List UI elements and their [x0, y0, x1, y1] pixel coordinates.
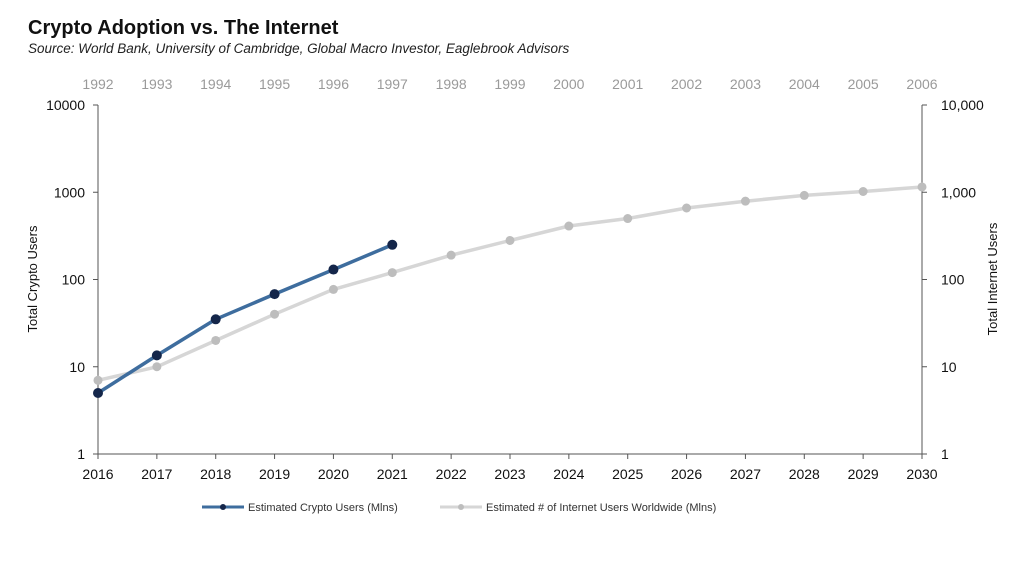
x-top-tick-label-2002: 2002	[671, 76, 702, 92]
x-bottom-tick-label-2030: 2030	[906, 466, 937, 482]
data-point-estimated-of-internet-users-worldwide-mlns-2004	[799, 190, 809, 200]
data-point-estimated-of-internet-users-worldwide-mlns-1995	[270, 309, 280, 319]
legend-label-crypto: Estimated Crypto Users (Mlns)	[248, 502, 398, 514]
left-y-axis-title: Total Crypto Users	[25, 225, 40, 332]
data-point-estimated-of-internet-users-worldwide-mlns-1999	[505, 235, 515, 245]
data-point-estimated-of-internet-users-worldwide-mlns-2001	[623, 214, 633, 224]
y-left-tick-label-100: 100	[62, 272, 86, 288]
x-bottom-tick-label-2024: 2024	[553, 466, 584, 482]
y-right-tick-label-100: 100	[941, 272, 965, 288]
x-top-tick-label-2000: 2000	[553, 76, 584, 92]
data-point-estimated-of-internet-users-worldwide-mlns-2003	[740, 196, 750, 206]
x-top-tick-label-2003: 2003	[730, 76, 761, 92]
x-bottom-tick-label-2021: 2021	[377, 466, 408, 482]
x-bottom-tick-label-2019: 2019	[259, 466, 290, 482]
data-point-estimated-crypto-users-mlns-2018	[210, 314, 221, 325]
x-top-tick-label-1994: 1994	[200, 76, 231, 92]
x-top-tick-label-1998: 1998	[436, 76, 467, 92]
x-bottom-tick-label-2025: 2025	[612, 466, 643, 482]
x-bottom-tick-label-2020: 2020	[318, 466, 349, 482]
x-top-tick-label-2001: 2001	[612, 76, 643, 92]
y-right-tick-label-10000: 10,000	[941, 97, 984, 113]
data-point-estimated-of-internet-users-worldwide-mlns-2000	[564, 221, 574, 231]
data-point-estimated-crypto-users-mlns-2020	[328, 264, 339, 275]
series-line-estimated-of-internet-users-worldwide-mlns	[96, 185, 924, 383]
x-top-tick-label-1992: 1992	[82, 76, 113, 92]
y-left-tick-label-1: 1	[77, 446, 85, 462]
series-lines	[93, 182, 927, 399]
legend-item-internet: Estimated # of Internet Users Worldwide …	[440, 502, 716, 514]
data-point-estimated-crypto-users-mlns-2016	[93, 388, 103, 399]
series-estimated-crypto-users-mlns	[93, 239, 398, 399]
data-point-estimated-of-internet-users-worldwide-mlns-2005	[858, 186, 868, 196]
legend: Estimated Crypto Users (Mlns) Estimated …	[202, 502, 716, 514]
axis-ticks: 2016 2017 2018 2019 2020 2021 2022 2023 2024 2025…	[46, 76, 984, 482]
data-point-estimated-of-internet-users-worldwide-mlns-1994	[211, 335, 221, 345]
x-top-tick-label-2005: 2005	[848, 76, 879, 92]
y-right-tick-label-1000: 1,000	[941, 184, 976, 200]
data-point-estimated-crypto-users-mlns-2021	[387, 239, 398, 250]
chart-subtitle: Source: World Bank, University of Cambri…	[28, 41, 570, 56]
x-bottom-tick-label-2018: 2018	[200, 466, 231, 482]
series-estimated-of-internet-users-worldwide-mlns	[93, 182, 927, 385]
x-bottom-tick-label-2022: 2022	[436, 466, 467, 482]
x-bottom-tick-label-2027: 2027	[730, 466, 761, 482]
x-top-tick-label-1995: 1995	[259, 76, 290, 92]
y-right-tick-label-1: 1	[941, 446, 949, 462]
x-top-tick-label-2006: 2006	[906, 76, 937, 92]
x-bottom-tick-label-2028: 2028	[789, 466, 820, 482]
data-point-estimated-of-internet-users-worldwide-mlns-1996	[328, 284, 338, 294]
axes	[97, 105, 923, 455]
data-point-estimated-of-internet-users-worldwide-mlns-1992	[93, 375, 103, 385]
x-top-tick-label-1999: 1999	[494, 76, 525, 92]
x-top-tick-label-2004: 2004	[789, 76, 820, 92]
y-left-tick-label-1000: 1000	[54, 184, 85, 200]
axis-titles: Total Crypto Users Total Internet Users	[25, 222, 1000, 335]
legend-label-internet: Estimated # of Internet Users Worldwide …	[486, 502, 716, 514]
chart-title: Crypto Adoption vs. The Internet	[28, 17, 339, 39]
data-point-estimated-of-internet-users-worldwide-mlns-1993	[152, 362, 162, 372]
x-top-tick-label-1996: 1996	[318, 76, 349, 92]
x-bottom-tick-label-2023: 2023	[494, 466, 525, 482]
legend-swatch-crypto-marker	[220, 504, 226, 510]
x-bottom-tick-label-2016: 2016	[82, 466, 113, 482]
data-point-estimated-of-internet-users-worldwide-mlns-2002	[682, 203, 692, 213]
x-bottom-tick-label-2017: 2017	[141, 466, 172, 482]
y-left-tick-label-10: 10	[69, 359, 85, 375]
x-top-tick-label-1993: 1993	[141, 76, 172, 92]
data-point-estimated-crypto-users-mlns-2017	[151, 350, 162, 361]
legend-item-crypto: Estimated Crypto Users (Mlns)	[202, 502, 398, 514]
x-top-tick-label-1997: 1997	[377, 76, 408, 92]
legend-swatch-internet-marker	[458, 504, 464, 510]
series-line-estimated-crypto-users-mlns	[96, 243, 395, 395]
data-point-estimated-crypto-users-mlns-2019	[269, 289, 280, 300]
right-y-axis-title: Total Internet Users	[985, 222, 1000, 335]
data-point-estimated-of-internet-users-worldwide-mlns-1997	[387, 268, 397, 278]
x-bottom-tick-label-2026: 2026	[671, 466, 702, 482]
x-bottom-tick-label-2029: 2029	[848, 466, 879, 482]
data-point-estimated-of-internet-users-worldwide-mlns-2006	[917, 182, 927, 192]
data-point-estimated-of-internet-users-worldwide-mlns-1998	[446, 250, 456, 260]
y-left-tick-label-10000: 10000	[46, 97, 85, 113]
y-right-tick-label-10: 10	[941, 359, 957, 375]
